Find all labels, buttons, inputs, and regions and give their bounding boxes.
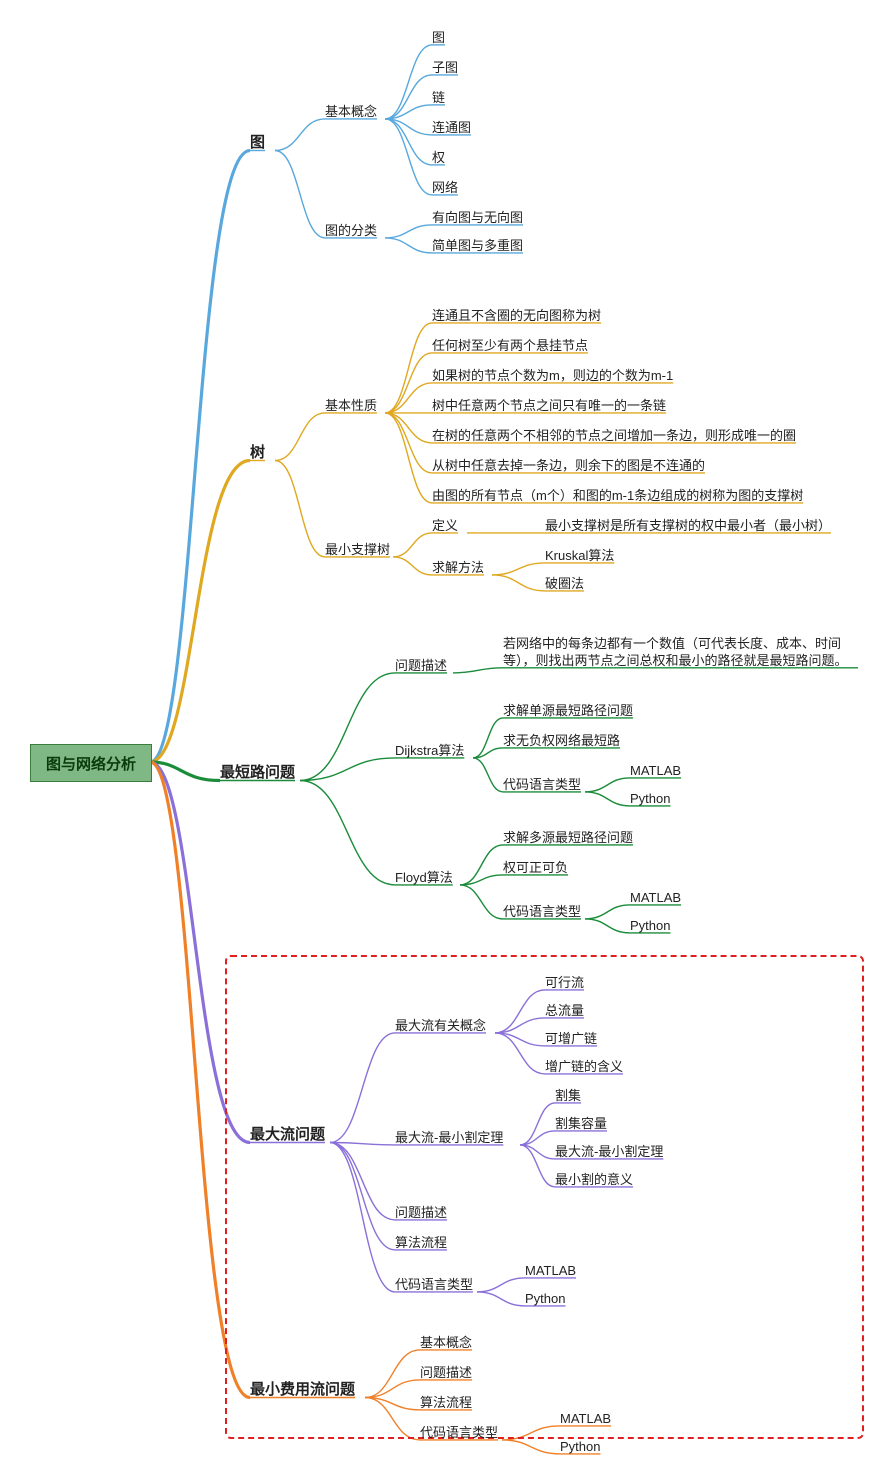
node-n3c: Floyd算法 [395, 870, 453, 887]
node-p15: Python [630, 791, 670, 808]
node-q2: 总流量 [545, 1003, 584, 1020]
node-n2b1: 定义 [432, 518, 458, 535]
node-l5: 权 [432, 150, 445, 167]
node-t2: 树 [250, 443, 265, 463]
node-n5a: 基本概念 [420, 1335, 472, 1352]
node-p3: 如果树的节点个数为m，则边的个数为m-1 [432, 368, 673, 385]
node-p10: 破圈法 [545, 576, 584, 593]
node-l1: 图 [432, 30, 445, 47]
node-q8: 最小割的意义 [555, 1172, 633, 1189]
highlight-box [225, 955, 864, 1439]
root-node: 图与网络分析 [30, 744, 152, 782]
node-n3b: Dijkstra算法 [395, 743, 464, 760]
node-q4: 增广链的含义 [545, 1059, 623, 1076]
node-n3b3: 代码语言类型 [503, 777, 581, 794]
node-q9: MATLAB [525, 1263, 576, 1280]
node-n5d: 代码语言类型 [420, 1425, 498, 1442]
node-n4c: 问题描述 [395, 1205, 447, 1222]
node-n5b: 问题描述 [420, 1365, 472, 1382]
node-p17: 权可正可负 [503, 860, 568, 877]
node-q1: 可行流 [545, 975, 584, 992]
node-n1a: 基本概念 [325, 104, 377, 121]
node-p16: 求解多源最短路径问题 [503, 830, 633, 847]
node-p5: 在树的任意两个不相邻的节点之间增加一条边，则形成唯一的圈 [432, 428, 796, 445]
node-t3: 最短路问题 [220, 763, 295, 783]
node-p7: 由图的所有节点（m个）和图的m-1条边组成的树称为图的支撑树 [432, 488, 803, 505]
node-p6: 从树中任意去掉一条边，则余下的图是不连通的 [432, 458, 705, 475]
node-r2: Python [560, 1439, 600, 1456]
node-r1: MATLAB [560, 1411, 611, 1428]
node-n2b2: 求解方法 [432, 560, 484, 577]
node-p2: 任何树至少有两个悬挂节点 [432, 338, 588, 355]
mindmap-canvas: 图与网络分析 图基本概念图子图链连通图权网络图的分类有向图与无向图简单图与多重图… [0, 0, 891, 1459]
node-n4d: 算法流程 [395, 1235, 447, 1252]
node-n4b: 最大流-最小割定理 [395, 1130, 503, 1147]
node-n3c3: 代码语言类型 [503, 904, 581, 921]
node-l2: 子图 [432, 60, 458, 77]
node-t4: 最大流问题 [250, 1125, 325, 1145]
node-t1: 图 [250, 133, 265, 153]
node-l7: 有向图与无向图 [432, 210, 523, 227]
node-l8: 简单图与多重图 [432, 238, 523, 255]
node-p11: 若网络中的每条边都有一个数值（可代表长度、成本、时间等），则找出两节点之间总权和… [503, 636, 858, 670]
node-l6: 网络 [432, 180, 458, 197]
node-q7: 最大流-最小割定理 [555, 1144, 663, 1161]
node-n1b: 图的分类 [325, 223, 377, 240]
node-n2a: 基本性质 [325, 398, 377, 415]
node-n5c: 算法流程 [420, 1395, 472, 1412]
root-label: 图与网络分析 [46, 753, 136, 774]
node-l4: 连通图 [432, 120, 471, 137]
node-p18: MATLAB [630, 890, 681, 907]
node-q10: Python [525, 1291, 565, 1308]
node-p9: Kruskal算法 [545, 548, 614, 565]
node-p13: 求无负权网络最短路 [503, 733, 620, 750]
node-p12: 求解单源最短路径问题 [503, 703, 633, 720]
node-l3: 链 [432, 90, 445, 107]
node-p4: 树中任意两个节点之间只有唯一的一条链 [432, 398, 666, 415]
node-n4a: 最大流有关概念 [395, 1018, 486, 1035]
node-p8: 最小支撑树是所有支撑树的权中最小者（最小树） [545, 518, 831, 535]
node-p1: 连通且不含圈的无向图称为树 [432, 308, 601, 325]
node-n4e: 代码语言类型 [395, 1277, 473, 1294]
node-n2b: 最小支撑树 [325, 542, 390, 559]
node-n3a: 问题描述 [395, 658, 447, 675]
node-q3: 可增广链 [545, 1031, 597, 1048]
node-t5: 最小费用流问题 [250, 1380, 355, 1400]
node-q5: 割集 [555, 1088, 581, 1105]
node-p14: MATLAB [630, 763, 681, 780]
node-p19: Python [630, 918, 670, 935]
node-q6: 割集容量 [555, 1116, 607, 1133]
